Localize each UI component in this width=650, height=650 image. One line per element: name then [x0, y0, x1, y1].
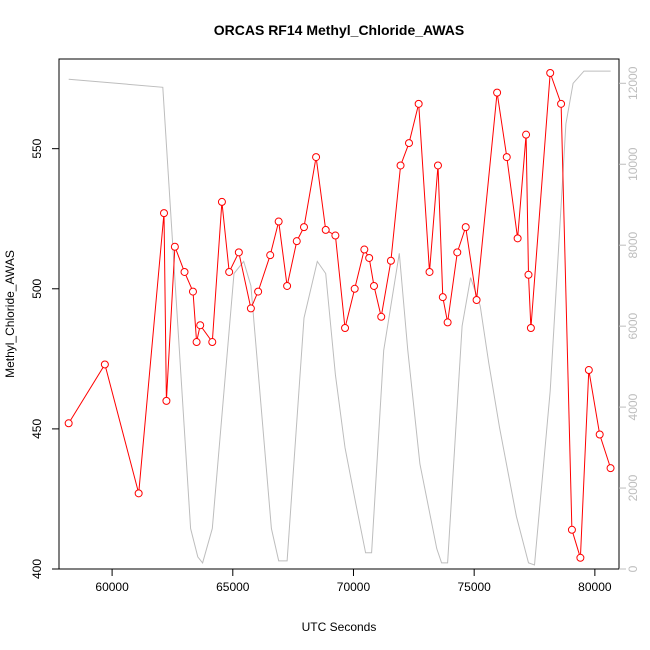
y-axis: 400 450 500 550 [30, 138, 59, 579]
data-point [188, 287, 197, 296]
data-point [64, 419, 73, 428]
y2-tick-label: 6000 [626, 312, 640, 339]
data-point [100, 360, 109, 369]
y2-tick-label: 8000 [626, 232, 640, 259]
series-line-left [68, 72, 612, 558]
data-point [341, 324, 350, 333]
data-point [443, 318, 452, 327]
y2-tick-label: 4000 [626, 393, 640, 420]
data-point [461, 223, 470, 232]
data-point [217, 197, 226, 206]
data-point [283, 281, 292, 290]
x-tick-label: 75000 [457, 580, 491, 594]
data-point [567, 525, 576, 534]
data-point [225, 267, 234, 276]
x-tick-label: 80000 [578, 580, 612, 594]
data-point [377, 312, 386, 321]
data-point [360, 245, 369, 254]
data-point [425, 267, 434, 276]
data-point [414, 99, 423, 108]
data-point [196, 321, 205, 330]
data-point [134, 489, 143, 498]
data-point [405, 139, 413, 148]
data-point [321, 225, 330, 234]
y2-tick-label: 12000 [626, 66, 640, 100]
data-point [365, 253, 374, 262]
data-point [526, 324, 535, 333]
y2-tick-label: 10000 [626, 147, 640, 181]
y2-axis-right: 0 2000 4000 6000 8000 10000 12000 [619, 66, 640, 572]
data-point [433, 161, 442, 170]
x-tick-label: 60000 [95, 580, 129, 594]
data-point [254, 287, 263, 296]
y-tick-label: 400 [30, 559, 44, 579]
data-point [246, 304, 255, 313]
data-point [386, 256, 395, 265]
data-point [170, 242, 179, 251]
data-point [546, 69, 555, 78]
data-point [312, 153, 321, 162]
data-point [350, 284, 359, 293]
data-point [472, 295, 481, 304]
series-layer [64, 69, 615, 566]
data-point [234, 248, 243, 257]
data-point [493, 88, 502, 97]
data-point [160, 209, 168, 218]
x-axis: 60000 65000 70000 75000 80000 [95, 569, 612, 594]
data-point [370, 281, 378, 290]
y-tick-label: 550 [30, 138, 44, 158]
chart-title: ORCAS RF14 Methyl_Chloride_AWAS [214, 22, 465, 38]
data-point [576, 553, 585, 562]
data-point [513, 234, 522, 243]
data-point [606, 464, 615, 473]
y2-tick-label: 0 [626, 565, 640, 572]
data-point [396, 161, 405, 170]
data-point [162, 396, 171, 405]
data-point [438, 293, 447, 302]
data-point [292, 237, 301, 246]
x-axis-label: UTC Seconds [302, 620, 377, 634]
data-point [502, 153, 511, 162]
data-point [453, 248, 462, 257]
y-axis-label: Methyl_Chloride_AWAS [3, 250, 17, 378]
data-point [192, 338, 201, 347]
y-tick-label: 500 [30, 278, 44, 298]
y2-tick-label: 2000 [626, 474, 640, 501]
data-point [584, 366, 593, 375]
data-point [595, 430, 604, 439]
data-point [274, 217, 283, 226]
data-point [300, 223, 308, 232]
data-point [331, 231, 340, 240]
x-tick-label: 65000 [216, 580, 250, 594]
data-point [208, 338, 217, 347]
data-point [266, 251, 275, 260]
data-point [557, 99, 566, 108]
series-line-right [68, 70, 611, 566]
data-point [180, 267, 189, 276]
data-point [524, 270, 533, 279]
data-point [522, 130, 531, 139]
x-tick-label: 70000 [337, 580, 371, 594]
plot-frame [58, 58, 620, 570]
y-tick-label: 450 [30, 419, 44, 439]
